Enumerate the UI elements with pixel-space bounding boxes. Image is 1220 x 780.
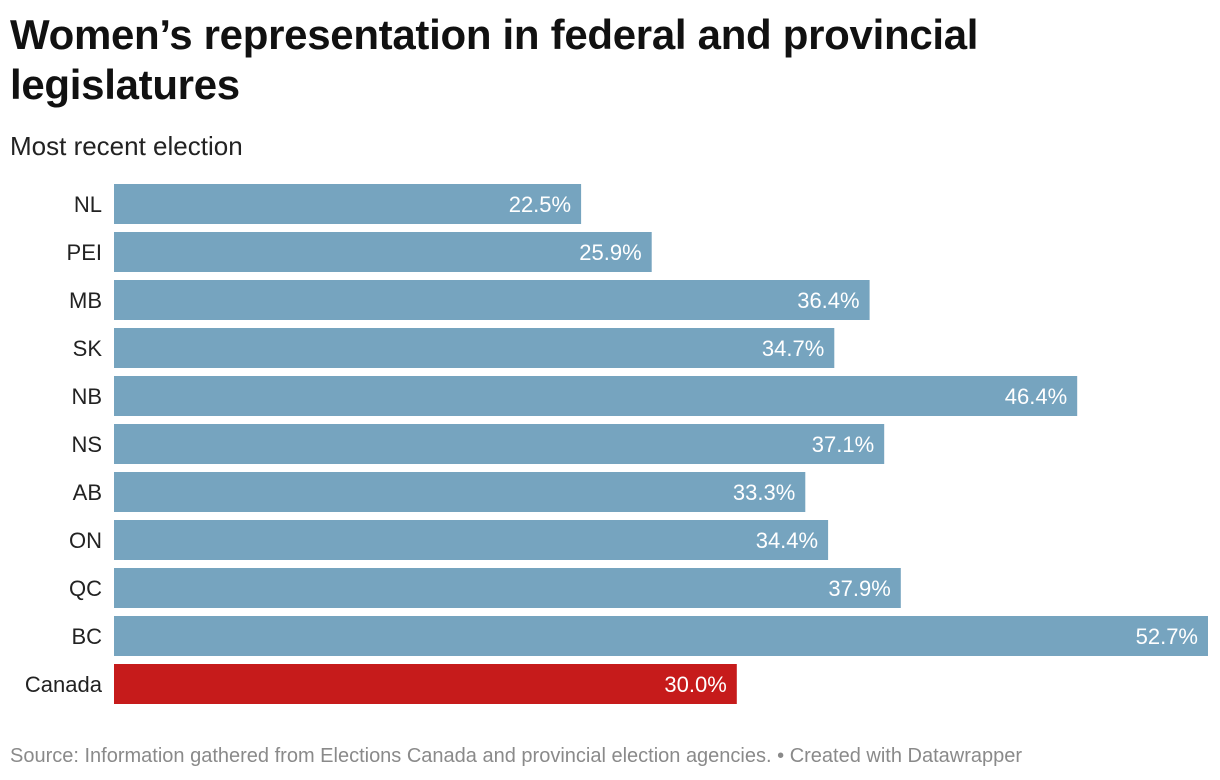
bar-sk: [114, 328, 835, 368]
category-label: SK: [73, 336, 103, 361]
category-label: NL: [74, 192, 102, 217]
bar-row-canada: Canada 30.0%: [25, 664, 737, 704]
category-label: NB: [71, 384, 102, 409]
category-label: MB: [69, 288, 102, 313]
bar-row-bc: BC 52.7%: [71, 616, 1208, 656]
category-label: PEI: [67, 240, 102, 265]
bar-qc: [114, 568, 901, 608]
value-label: 46.4%: [1005, 384, 1067, 409]
value-label: 22.5%: [509, 192, 571, 217]
credit-note: Created with Datawrapper: [789, 745, 1023, 767]
bar-on: [114, 520, 829, 560]
category-label: ON: [69, 528, 102, 553]
source-note: Source: Information gathered from Electi…: [10, 745, 772, 767]
value-label: 25.9%: [579, 240, 641, 265]
bar-row-nb: NB 46.4%: [71, 376, 1078, 416]
value-label: 33.3%: [733, 480, 795, 505]
category-label: QC: [69, 576, 102, 601]
bar-ns: [114, 424, 885, 464]
value-label: 37.1%: [812, 432, 874, 457]
bar-row-ab: AB 33.3%: [73, 472, 806, 512]
bar-row-mb: MB 36.4%: [69, 280, 870, 320]
bar-nb: [114, 376, 1078, 416]
category-label: BC: [71, 624, 102, 649]
bar-row-qc: QC 37.9%: [69, 568, 901, 608]
category-label: NS: [71, 432, 102, 457]
value-label: 36.4%: [797, 288, 859, 313]
value-label: 52.7%: [1136, 624, 1198, 649]
chart-subtitle: Most recent election: [10, 131, 243, 161]
bar-chart: NL 22.5% PEI 25.9% MB 36.4% SK 34.7% NB 46.4% NS 37…: [25, 184, 1208, 704]
bar-row-sk: SK 34.7%: [73, 328, 835, 368]
value-label: 34.7%: [762, 336, 824, 361]
bar-canada: [114, 664, 737, 704]
bar-pei: [114, 232, 652, 272]
chart-title: Women’s representation in federal and pr…: [10, 11, 979, 108]
bar-row-nl: NL 22.5%: [74, 184, 582, 224]
bar-row-on: ON 34.4%: [69, 520, 829, 560]
chart-footer: Source: Information gathered from Electi…: [10, 743, 1022, 769]
bar-nl: [114, 184, 582, 224]
footer-separator: •: [771, 745, 790, 767]
value-label: 34.4%: [756, 528, 818, 553]
category-label: AB: [73, 480, 102, 505]
bar-row-pei: PEI 25.9%: [67, 232, 652, 272]
value-label: 37.9%: [828, 576, 890, 601]
bar-mb: [114, 280, 870, 320]
bar-bc: [114, 616, 1208, 656]
value-label: 30.0%: [664, 672, 726, 697]
bar-ab: [114, 472, 806, 512]
bar-row-ns: NS 37.1%: [71, 424, 885, 464]
category-label: Canada: [25, 672, 103, 697]
